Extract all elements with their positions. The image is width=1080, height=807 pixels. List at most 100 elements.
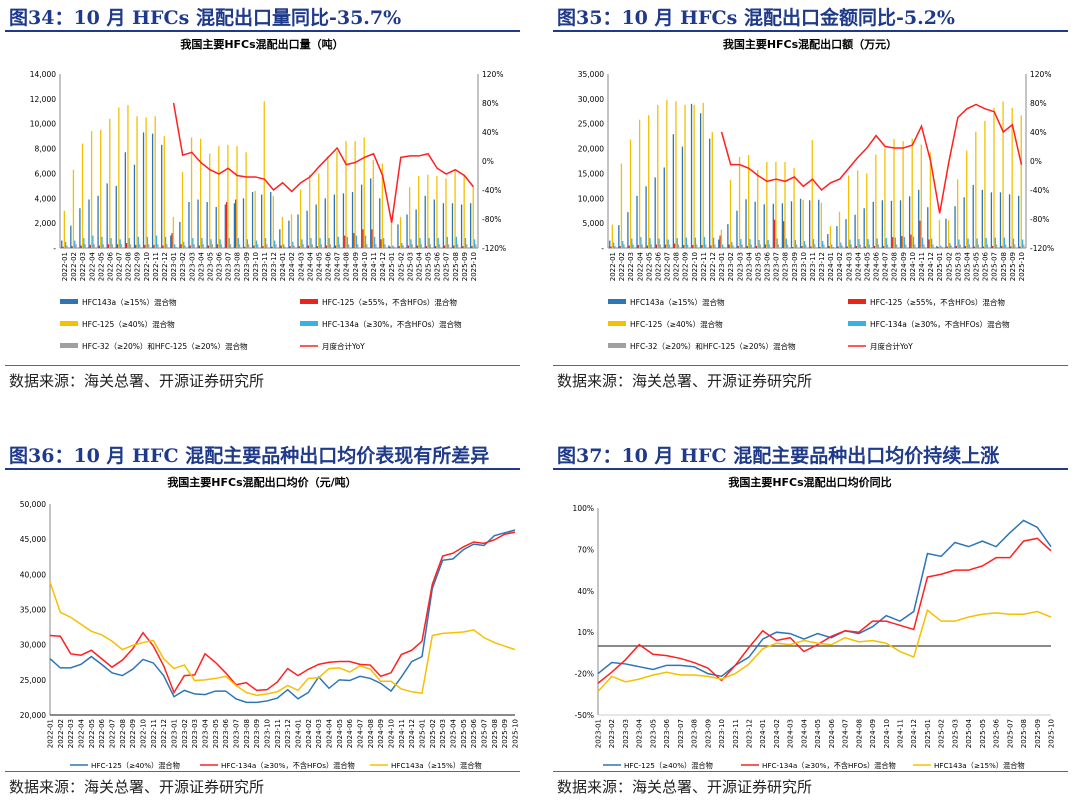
bar [702,102,704,248]
legend-label: 月度合计YoY [322,341,365,351]
bar [181,172,184,248]
bar [251,192,254,248]
x-tick-label: 2023-08 [234,252,242,281]
y-tick-label: 15,000 [578,169,604,178]
bar [283,244,285,248]
x-tick-label: 2022-01 [61,252,69,281]
x-tick-label: 2025-06 [993,718,1001,748]
bar [351,192,354,248]
x-tick-label: 2025-06 [982,251,990,281]
bar [802,199,804,248]
series-line [597,608,1052,693]
x-tick-label: 2022-08 [673,252,681,281]
y-tick-label: 5,000 [583,219,605,228]
bar [262,246,264,248]
bar [357,244,359,248]
bar [63,210,65,248]
bar [919,220,921,248]
bar [329,244,332,248]
x-tick-label: 2024-06 [828,718,836,748]
x-tick-label: 2023-02 [179,252,187,281]
bar [62,246,64,248]
bar [699,113,702,248]
x-tick-label: 2022-01 [609,252,617,281]
bar [793,167,795,248]
x-tick-label: 2025-03 [439,719,447,748]
x-tick-label: 2023-01 [718,252,726,281]
x-tick-label: 2025-01 [936,252,944,281]
bar [390,221,393,248]
y-tick-label: 40% [577,587,594,596]
bar [609,240,611,248]
panel-title: 图35：10 月 HFCs 混配出口金额同比-5.2% [557,7,955,29]
bar [135,244,137,248]
bar [1001,246,1003,248]
bar [722,244,724,248]
bar [959,244,961,248]
bar [71,246,73,248]
bar [373,236,376,248]
bar [215,206,217,248]
bar [946,246,948,248]
bar [636,195,638,248]
yoy-line [172,102,475,223]
bar [890,200,893,248]
chart-title: 我国主要HFCs混配出口量（吨） [180,37,343,51]
bar [1020,115,1022,249]
bar [299,189,302,248]
bar [692,245,694,248]
bar [447,244,450,248]
bar [199,138,202,248]
bar [346,236,348,248]
x-tick-label: 2022-06 [98,718,106,748]
x-tick-label: 2022-10 [143,252,151,281]
x-tick-label: 2024-03 [787,719,795,748]
bar [257,244,259,248]
bar [463,174,465,248]
x-tick-label: 2025-08 [1000,252,1008,281]
x-tick-label: 2025-09 [1034,719,1042,748]
bar [790,201,793,248]
bar [188,202,190,248]
bar [137,236,139,248]
panel-avg-price: 图36：10 月 HFC 混配主要品种出口均价表现有所差异 我国主要HFCs混配… [5,438,520,807]
bar [612,242,615,248]
bar [1010,246,1012,248]
legend-label: HFC143a（≥15%）混合物 [391,761,482,770]
y-tick-label: -50% [575,711,594,720]
data-source: 数据来源：海关总署、开源证券研究所 [9,778,265,796]
bar [462,246,464,248]
bar [402,245,404,248]
bar [905,244,907,248]
bar [750,244,752,248]
bar [902,141,904,248]
x-tick-label: 2025-04 [450,718,458,748]
bar [710,245,712,248]
bar [893,139,895,248]
bar [138,244,141,248]
x-tick-label: 2023-09 [704,719,712,748]
x-tick-label: 2023-02 [181,719,189,748]
bar [776,238,778,248]
bar [133,164,136,248]
x-tick-label: 2023-05 [206,252,214,281]
y-tick-label: 45,000 [20,535,46,544]
bar [728,244,730,248]
bar [976,238,978,248]
y2-tick-label: 0% [482,157,494,166]
legend-label: HFC-32（≥20%）和HFC-125（≥20%）混合物 [630,341,796,351]
bar [381,163,384,248]
bar [297,214,299,248]
bar [180,244,182,248]
y-tick-label: 20,000 [578,145,604,154]
bar [201,238,203,248]
bar [894,237,896,248]
x-tick-label: 2022-02 [57,719,65,748]
bar [246,239,249,248]
bar [973,246,976,248]
bar [949,243,951,248]
bar [703,237,706,248]
legend-label: HFC-125（≥40%）混合物 [91,761,180,770]
bar [151,133,154,248]
legend-label: HFC-125（≥55%，不含HFOs）混合物 [322,297,457,307]
